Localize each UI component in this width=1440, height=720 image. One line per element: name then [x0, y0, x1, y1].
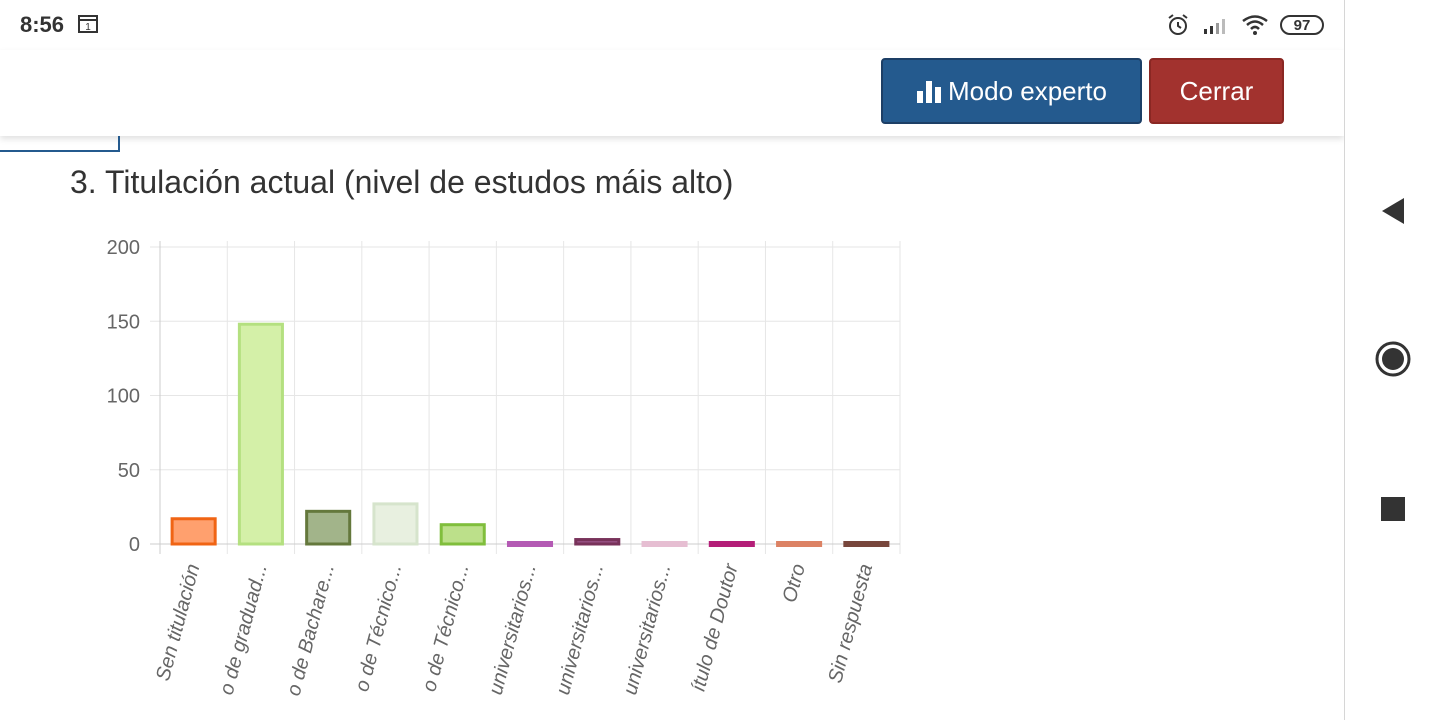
toolbar: Modo experto Cerrar	[0, 50, 1344, 136]
bar-chart-icon	[917, 81, 941, 103]
signal-icon	[1204, 19, 1225, 34]
x-tick-label: Otro	[779, 562, 810, 605]
chart-bar	[372, 502, 419, 546]
x-tick-label: o de Bachare...	[283, 562, 339, 699]
x-tick-label: universitarios...	[552, 562, 608, 698]
status-icons: 97	[1166, 10, 1324, 40]
x-tick-label: universitarios...	[619, 562, 675, 698]
x-tick-label: o de Técnico...	[418, 562, 473, 694]
status-time: 8:56	[20, 12, 65, 37]
chart-bar	[574, 538, 621, 546]
home-icon	[1375, 341, 1411, 377]
calendar-icon: 1	[78, 15, 98, 33]
wifi-icon	[1242, 15, 1268, 35]
battery-level: 97	[1293, 16, 1311, 34]
chart-bar	[776, 541, 823, 547]
x-tick-label: Sin respuesta	[824, 562, 877, 686]
chart-bar	[506, 541, 554, 547]
partial-box-edge	[0, 136, 120, 152]
chart-bar	[170, 517, 217, 546]
chart-bar	[439, 523, 486, 546]
back-button[interactable]	[1345, 196, 1440, 226]
x-tick-label: o de graduad...	[216, 562, 272, 698]
chart-bar	[843, 541, 890, 547]
x-tick-label: ítulo de Doutor	[687, 560, 743, 694]
expert-mode-button[interactable]: Modo experto	[881, 58, 1142, 124]
close-button[interactable]: Cerrar	[1149, 58, 1284, 124]
alarm-icon	[1168, 14, 1188, 35]
calendar-day: 1	[85, 22, 91, 33]
x-tick-label: universitarios...	[485, 562, 541, 698]
y-tick-label: 0	[129, 534, 140, 556]
battery-icon: 97	[1280, 15, 1324, 35]
question-title: 3. Titulación actual (nivel de estudos m…	[70, 164, 734, 200]
y-tick-label: 150	[107, 311, 140, 333]
expert-mode-label: Modo experto	[948, 75, 1107, 106]
x-tick-label: o de Técnico...	[351, 562, 406, 694]
recents-button[interactable]	[1345, 496, 1440, 522]
x-tick-label: Sen titulación	[152, 562, 204, 684]
system-nav-bar	[1344, 0, 1440, 720]
recents-icon	[1381, 497, 1405, 521]
bar-chart: 0 50 100 150 200 Sen titulación o de graduad..…	[107, 237, 901, 699]
y-tick-label: 50	[118, 460, 140, 482]
y-tick-label: 200	[107, 237, 140, 259]
chart-bar	[641, 541, 688, 547]
back-icon	[1382, 198, 1404, 224]
y-tick-label: 100	[107, 386, 140, 408]
home-button[interactable]	[1345, 340, 1440, 378]
chart-bar	[305, 509, 352, 546]
close-label: Cerrar	[1179, 75, 1254, 106]
chart-bar	[237, 322, 284, 546]
status-bar: 8:56 1 97	[0, 0, 1344, 50]
chart-bar	[708, 541, 755, 547]
